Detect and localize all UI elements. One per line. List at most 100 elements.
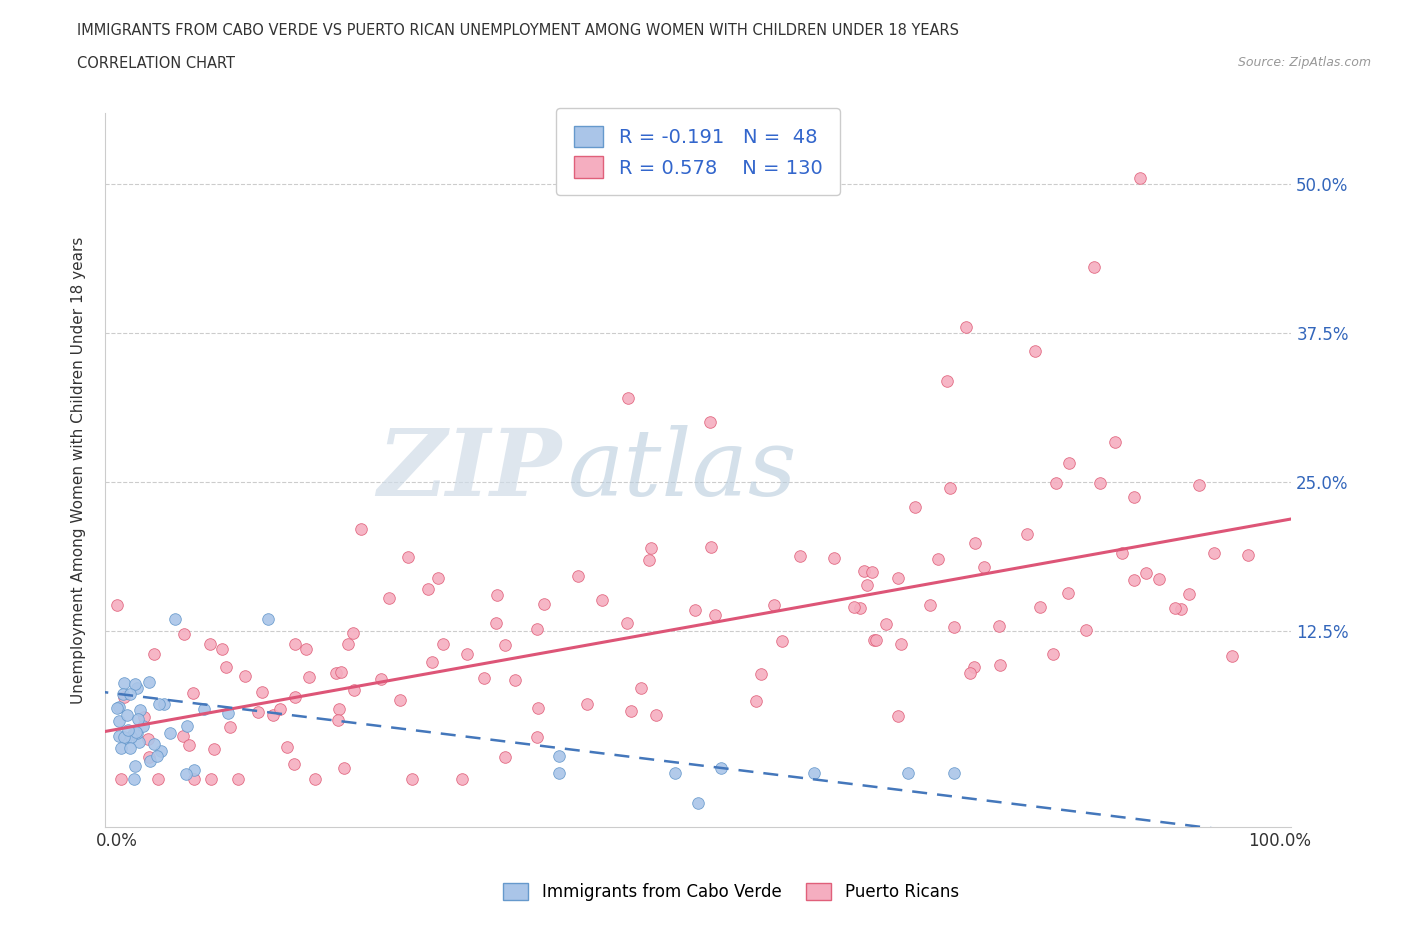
Point xyxy=(246,705,269,720)
Point xyxy=(688,796,710,811)
Point xyxy=(704,608,727,623)
Point xyxy=(143,646,166,661)
Point xyxy=(176,719,198,734)
Point xyxy=(1122,573,1144,588)
Point xyxy=(710,760,733,775)
Point xyxy=(112,686,135,701)
Point xyxy=(988,618,1011,633)
Point xyxy=(485,616,508,631)
Point xyxy=(226,772,249,787)
Point xyxy=(283,756,305,771)
Point xyxy=(418,582,440,597)
Point xyxy=(200,772,222,787)
Point xyxy=(852,564,875,578)
Point xyxy=(904,499,927,514)
Point xyxy=(112,730,135,745)
Point xyxy=(172,729,194,744)
Point xyxy=(1057,586,1080,601)
Point xyxy=(547,748,569,763)
Point xyxy=(1111,546,1133,561)
Point xyxy=(177,738,200,753)
Point xyxy=(118,740,141,755)
Point xyxy=(329,665,352,680)
Point xyxy=(337,636,360,651)
Point xyxy=(936,374,959,389)
Point xyxy=(1135,565,1157,580)
Point xyxy=(927,551,949,566)
Point xyxy=(370,671,392,686)
Point xyxy=(887,709,910,724)
Point xyxy=(918,598,941,613)
Point xyxy=(284,689,307,704)
Point xyxy=(159,725,181,740)
Point xyxy=(494,638,516,653)
Point xyxy=(591,593,613,608)
Point xyxy=(887,570,910,585)
Point xyxy=(567,568,589,583)
Point xyxy=(295,642,318,657)
Point xyxy=(173,627,195,642)
Point xyxy=(860,565,883,580)
Point xyxy=(262,708,284,723)
Point xyxy=(1237,548,1260,563)
Point xyxy=(494,750,516,764)
Point xyxy=(138,753,160,768)
Point xyxy=(163,611,186,626)
Point xyxy=(128,703,150,718)
Point xyxy=(1122,490,1144,505)
Point xyxy=(576,697,599,711)
Point xyxy=(333,761,356,776)
Point xyxy=(125,725,148,740)
Point xyxy=(1088,475,1111,490)
Point xyxy=(297,670,319,684)
Point xyxy=(1083,260,1105,275)
Point xyxy=(973,560,995,575)
Point xyxy=(943,766,966,781)
Point xyxy=(120,729,142,744)
Legend: R = -0.191   N =  48, R = 0.578    N = 130: R = -0.191 N = 48, R = 0.578 N = 130 xyxy=(557,108,839,195)
Point xyxy=(343,683,366,698)
Point xyxy=(770,633,793,648)
Point xyxy=(138,674,160,689)
Point xyxy=(202,741,225,756)
Point xyxy=(377,591,399,605)
Point xyxy=(645,708,668,723)
Point xyxy=(1170,602,1192,617)
Point xyxy=(1129,170,1152,185)
Point xyxy=(1074,623,1097,638)
Point xyxy=(749,667,772,682)
Point xyxy=(132,710,155,724)
Point xyxy=(1147,572,1170,587)
Point xyxy=(1042,646,1064,661)
Point xyxy=(138,750,160,764)
Point xyxy=(842,600,865,615)
Point xyxy=(744,694,766,709)
Point xyxy=(107,699,129,714)
Point xyxy=(396,550,419,565)
Text: ZIP: ZIP xyxy=(377,425,562,515)
Point xyxy=(942,619,965,634)
Point xyxy=(117,723,139,737)
Point xyxy=(963,536,986,551)
Point xyxy=(114,730,136,745)
Point xyxy=(127,712,149,727)
Point xyxy=(401,772,423,787)
Point xyxy=(125,724,148,739)
Point xyxy=(124,676,146,691)
Point xyxy=(617,391,640,405)
Point xyxy=(326,712,349,727)
Point xyxy=(533,596,555,611)
Point xyxy=(350,522,373,537)
Point xyxy=(124,759,146,774)
Point xyxy=(107,729,129,744)
Point xyxy=(1220,649,1243,664)
Point xyxy=(527,700,550,715)
Point xyxy=(803,766,825,781)
Point xyxy=(146,748,169,763)
Y-axis label: Unemployment Among Women with Children Under 18 years: Unemployment Among Women with Children U… xyxy=(72,236,86,703)
Point xyxy=(823,551,845,565)
Point xyxy=(328,701,350,716)
Text: CORRELATION CHART: CORRELATION CHART xyxy=(77,56,235,71)
Point xyxy=(342,626,364,641)
Text: IMMIGRANTS FROM CABO VERDE VS PUERTO RICAN UNEMPLOYMENT AMONG WOMEN WITH CHILDRE: IMMIGRANTS FROM CABO VERDE VS PUERTO RIC… xyxy=(77,23,959,38)
